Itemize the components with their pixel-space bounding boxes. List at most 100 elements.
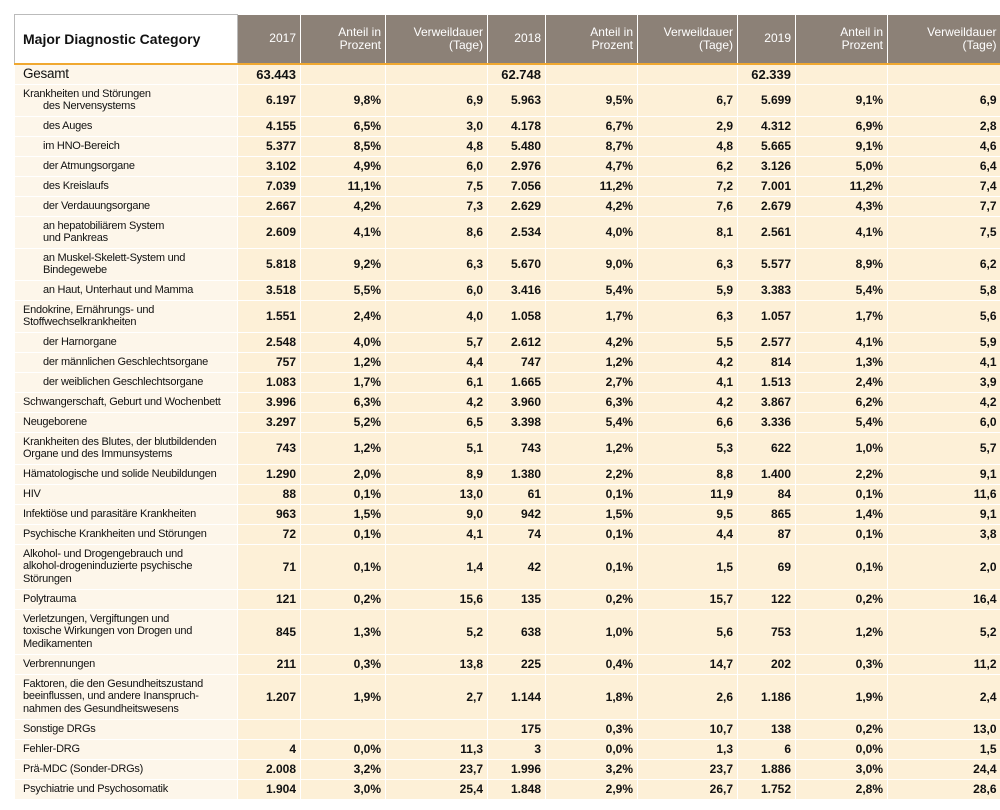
cell: 6,5 (385, 411, 488, 432)
row-label: an hepatobiliärem System und Pankreas (14, 215, 238, 248)
label-line: Schwangerschaft, Geburt und Wochenbett (23, 395, 221, 408)
cell: 7.039 (237, 175, 301, 196)
cell: 7,6 (637, 195, 738, 216)
column-header: 2018 (487, 14, 546, 64)
cell: 7,5 (385, 175, 488, 196)
cell: 2,8% (795, 778, 888, 799)
cell: 6,1 (385, 371, 488, 392)
table-row: Prä-MDC (Sonder-DRGs) 2.008 3,2% 23,7 1.996 3… (14, 758, 1000, 779)
cell: 3.383 (737, 279, 796, 300)
cell: 74 (487, 523, 546, 544)
cell: 8,8 (637, 463, 738, 484)
cell: 5,7 (385, 331, 488, 352)
cell: 11,9 (637, 483, 738, 504)
cell: 84 (737, 483, 796, 504)
cell: 7,5 (887, 215, 1000, 248)
cell: 9,1% (795, 135, 888, 156)
label-line: Gesamt (23, 66, 69, 81)
cell: 6,4 (887, 155, 1000, 176)
cell: 1.513 (737, 371, 796, 392)
cell: 0,1% (545, 483, 638, 504)
label-line: Endokrine, Ernährungs- und (23, 303, 155, 316)
cell: 5,3 (637, 431, 738, 464)
label-line: des Nervensystems (43, 100, 136, 112)
cell: 5,4% (795, 411, 888, 432)
cell: 7.001 (737, 175, 796, 196)
cell: 6,9 (385, 83, 488, 116)
cell: 9,5% (545, 83, 638, 116)
table-row: Neugeborene 3.297 5,2% 6,5 3.398 5,4% 6,6 3.336… (14, 411, 1000, 432)
cell (795, 63, 888, 84)
cell: 638 (487, 608, 546, 654)
cell: 4,9% (300, 155, 386, 176)
label-line: der männlichen Geschlechtsorgane (43, 355, 209, 368)
cell: 622 (737, 431, 796, 464)
cell: 6,9% (795, 115, 888, 136)
cell: 11,6 (887, 483, 1000, 504)
cell: 4.178 (487, 115, 546, 136)
cell: 1,5 (887, 738, 1000, 759)
table-row: des Kreislaufs 7.039 11,1% 7,5 7.056 11,2% 7,2… (14, 175, 1000, 196)
cell: 1.144 (487, 673, 546, 719)
header-label: Major Diagnostic Category (14, 14, 238, 65)
cell: 138 (737, 718, 796, 739)
table-row: an Haut, Unterhaut und Mamma 3.518 5,5% 6,0… (14, 279, 1000, 300)
cell: 5,2 (887, 608, 1000, 654)
cell: 7,7 (887, 195, 1000, 216)
row-label: der weiblichen Geschlechtsorgane (14, 371, 238, 392)
cell: 5,5% (300, 279, 386, 300)
cell: 4,2% (300, 195, 386, 216)
cell: 9,5 (637, 503, 738, 524)
cell: 3,0% (795, 758, 888, 779)
cell: 7,4 (887, 175, 1000, 196)
cell: 2,4% (795, 371, 888, 392)
cell: 1.996 (487, 758, 546, 779)
row-label: HIV (14, 483, 238, 504)
cell: 211 (237, 653, 301, 674)
cell: 3,0% (300, 778, 386, 799)
label-line: HIV (23, 487, 41, 500)
cell: 4,1% (795, 331, 888, 352)
cell: 1.186 (737, 673, 796, 719)
cell: 5,2% (300, 411, 386, 432)
label-line: Stoffwechselkrankheiten (23, 316, 137, 328)
label-line: Prä-MDC (Sonder-DRGs) (23, 762, 144, 775)
cell: 845 (237, 608, 301, 654)
cell: 5.377 (237, 135, 301, 156)
cell: 42 (487, 543, 546, 589)
cell (237, 718, 301, 739)
cell: 1.665 (487, 371, 546, 392)
cell: 5,6 (637, 608, 738, 654)
label-line: Störungen (23, 572, 72, 585)
cell (300, 718, 386, 739)
label-line: toxische Wirkungen von Drogen und (23, 625, 193, 638)
cell: 0,2% (300, 588, 386, 609)
cell: 2.667 (237, 195, 301, 216)
cell: 4,4 (637, 523, 738, 544)
label-line: der Harnorgane (43, 335, 117, 348)
label-line: der Verdauungsorgane (43, 199, 150, 212)
cell: 4,1% (795, 215, 888, 248)
row-label: Alkohol- und Drogengebrauch und alkohol-d… (14, 543, 238, 589)
column-header: Anteil in Prozent (545, 14, 638, 64)
cell: 0,3% (795, 653, 888, 674)
cell: 1,2% (545, 351, 638, 372)
cell: 2,9 (637, 115, 738, 136)
cell: 9,1% (795, 83, 888, 116)
cell: 13,0 (385, 483, 488, 504)
cell: 15,6 (385, 588, 488, 609)
label-line: nahmen des Gesundheitswesens (23, 702, 179, 715)
cell: 5,4% (795, 279, 888, 300)
cell: 62.339 (737, 63, 796, 84)
cell: 0,2% (795, 718, 888, 739)
cell: 9,0% (545, 247, 638, 280)
cell: 13,8 (385, 653, 488, 674)
label-line: Neugeborene (23, 415, 87, 428)
cell: 0,1% (795, 543, 888, 589)
label-line: des Auges (43, 119, 93, 132)
cell: 9,2% (300, 247, 386, 280)
label-line: des Kreislaufs (43, 179, 109, 192)
cell: 743 (237, 431, 301, 464)
cell: 11,2 (887, 653, 1000, 674)
cell: 1.752 (737, 778, 796, 799)
